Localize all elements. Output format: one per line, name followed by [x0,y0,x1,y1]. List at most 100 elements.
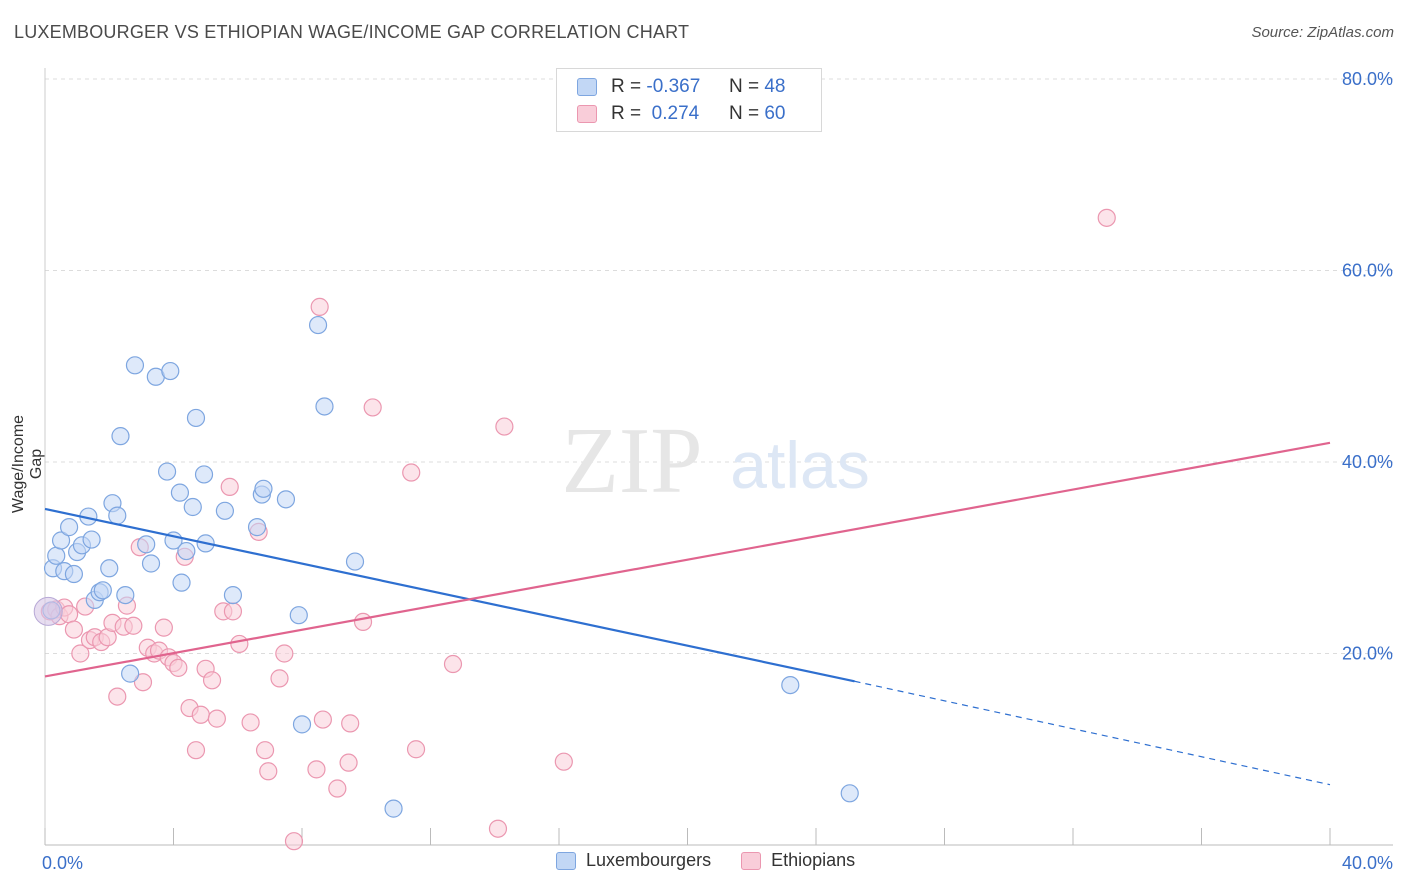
ethiopians-trend-line [44,441,1331,678]
ethiopians-point [313,710,332,729]
stats-row-ethiopians: R = 0.274 N = 60 [577,101,785,127]
legend-label: Luxembourgers [586,850,712,870]
x-tick-label: 0.0% [42,853,83,873]
luxembourgers-point [47,546,66,565]
ethiopians-point [71,644,90,663]
luxembourgers-point [116,585,135,605]
luxembourgers-point [186,408,206,428]
ethiopians-point [202,671,222,690]
r-value: -0.367 [646,76,701,97]
ethiopians-point [339,753,358,772]
luxembourgers-point [183,497,202,517]
luxembourgers-point [93,581,112,600]
ethiopians-point [259,762,278,781]
grid-lines [45,78,1393,654]
ethiopians-point [307,760,326,779]
ethiopians-point [220,477,239,496]
ethiopians-point [554,752,573,771]
y-tick-label: 80.0% [1342,69,1393,89]
ethiopians-point [59,605,79,624]
luxembourgers-point [172,573,191,592]
ethiopians-swatch [741,851,762,870]
watermark: ZIP atlas [562,409,870,513]
luxembourgers-point [100,559,119,578]
luxembourgers-point [384,799,403,818]
ethiopians-point [284,832,304,851]
ethiopians-point [154,618,173,637]
n-value: 48 [764,76,786,97]
n-value: 60 [764,103,786,124]
luxembourgers-swatch [556,851,576,870]
ethiopians-point [64,620,84,639]
luxembourgers-point [276,490,296,509]
luxembourgers-point [111,427,130,446]
ethiopians-point [108,687,127,706]
ethiopians-point [169,658,188,677]
ethiopians-point [275,644,294,663]
luxembourgers-point [781,675,800,695]
luxembourgers-point [141,554,161,573]
luxembourgers-point [121,664,140,683]
luxembourgers-point [108,506,127,525]
luxembourgers-point [308,315,328,335]
y-tick-label: 60.0% [1342,261,1393,281]
luxembourgers-swatch [577,78,597,96]
r-value: 0.274 [646,103,700,124]
watermark-zip: ZIP [562,409,703,513]
luxembourgers-point [223,585,243,605]
ethiopians-point [1097,208,1116,227]
luxembourgers-point [170,483,190,502]
luxembourgers-point [125,356,145,375]
n-label: N = [728,103,760,124]
ethiopians-point [191,705,210,724]
luxembourgers-point [161,361,180,381]
axes [44,68,1393,846]
legend-label: Ethiopians [771,850,856,870]
luxembourgers-point [254,479,273,498]
ethiopians-points [40,208,1116,851]
overlap-point [33,596,63,626]
ethiopians-point [363,398,382,417]
luxembourgers-point [137,535,156,554]
luxembourgers-point [345,552,365,571]
r-label: R = [611,76,642,97]
ethiopians-point [310,297,329,316]
luxembourgers-point [215,501,234,520]
luxembourgers-point [315,397,334,416]
ethiopians-point [223,602,243,621]
ethiopians-point [241,713,260,732]
source-label: Source: ZipAtlas.com [1251,24,1394,41]
luxembourgers-trend-extension [854,680,1331,786]
ethiopians-point [443,654,463,674]
ethiopians-point [124,616,143,635]
chart-title: LUXEMBOURGER VS ETHIOPIAN WAGE/INCOME GA… [14,22,690,42]
ethiopians-point [341,714,360,733]
x-tick-label: 40.0% [1342,853,1393,873]
stats-legend: R = -0.367 N = 48 R = 0.274 N = 60 [556,68,822,132]
luxembourgers-point [51,531,71,550]
legend-item-ethiopians[interactable]: Ethiopians [741,850,855,871]
ethiopians-point [230,634,249,654]
ethiopians-point [328,779,347,798]
luxembourgers-point [289,606,308,625]
ethiopians-point [488,819,508,838]
ethiopians-point [207,709,226,728]
legend-item-luxembourgers[interactable]: Luxembourgers [556,850,711,871]
r-label: R = [611,103,642,124]
series-legend: Luxembourgers Ethiopians [556,850,885,871]
y-tick-label: 20.0% [1342,644,1393,664]
ethiopians-point [186,741,206,760]
ethiopians-point [133,673,153,692]
watermark-atlas: atlas [730,428,869,502]
luxembourgers-point [59,518,79,537]
n-label: N = [728,76,760,97]
trend-lines [44,441,1331,786]
ethiopians-point [255,741,275,760]
ethiopians-point [353,612,373,632]
stats-row-luxembourgers: R = -0.367 N = 48 [577,74,785,100]
luxembourgers-point [194,465,214,484]
luxembourgers-trend-line [44,507,855,683]
luxembourgers-point [177,541,196,561]
ethiopians-point [495,417,514,436]
